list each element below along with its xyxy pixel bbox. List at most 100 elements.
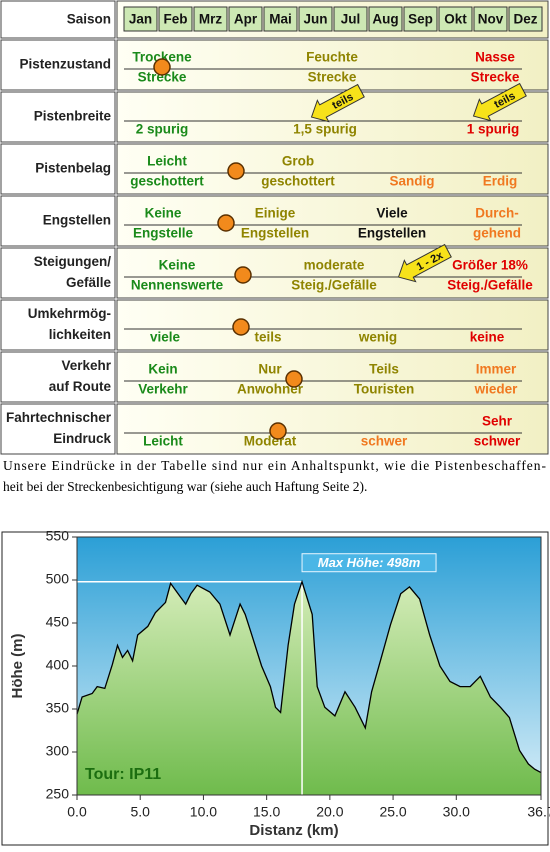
row-label: Eindruck	[53, 431, 111, 446]
option: Steig./Gefälle	[291, 278, 377, 293]
option: 1 spurig	[467, 122, 520, 137]
header-cell	[0, 0, 116, 39]
note-line: heit bei der Streckenbesichtigung war (s…	[3, 479, 367, 494]
option: wenig	[358, 330, 397, 345]
x-tick-label: 5.0	[130, 804, 150, 820]
month-box	[158, 6, 193, 32]
option: Strecke	[308, 70, 357, 85]
option: Teils	[369, 362, 399, 377]
month-box	[123, 6, 158, 32]
option: 2 spurig	[136, 122, 189, 137]
value-cell	[116, 351, 549, 403]
option: keine	[470, 330, 505, 345]
header-label: Saison	[67, 12, 111, 27]
rating-dot	[269, 422, 287, 440]
area-fill	[77, 581, 541, 795]
option: Strecke	[138, 70, 187, 85]
label-cell	[0, 299, 116, 351]
option: Engstellen	[358, 226, 426, 241]
month: Aug	[372, 12, 398, 27]
month: Feb	[163, 12, 187, 27]
row-label: Gefälle	[66, 275, 112, 290]
x-tick-label: 30.0	[443, 804, 470, 820]
x-tick-label: 36.7	[527, 804, 550, 820]
month-box	[228, 6, 263, 32]
y-tick-label: 350	[46, 700, 70, 716]
x-tick-label: 10.0	[190, 804, 217, 820]
month: Jul	[341, 12, 361, 27]
label-cell	[0, 39, 116, 91]
option: Erdig	[483, 174, 518, 189]
option: Strecke	[471, 70, 520, 85]
option: geschottert	[130, 174, 204, 189]
row-label: Verkehr	[61, 358, 111, 373]
label-cell	[0, 143, 116, 195]
option: schwer	[474, 434, 521, 449]
month-box	[333, 6, 368, 32]
value-cell	[116, 195, 549, 247]
month: Jan	[129, 12, 152, 27]
option: Kein	[148, 362, 177, 377]
month-box	[298, 6, 333, 32]
option: geschottert	[261, 174, 335, 189]
max-label: Max Höhe: 498m	[318, 555, 421, 570]
option: Einige	[255, 206, 296, 221]
tour-label: Tour: IP11	[85, 766, 161, 783]
month: Dez	[513, 12, 537, 27]
row-label: lichkeiten	[49, 327, 111, 342]
option: Verkehr	[138, 382, 188, 397]
note-line: Unsere Eindrücke in der Tabelle sind nur…	[3, 458, 546, 473]
option: Sehr	[482, 414, 513, 429]
option: Moderat	[244, 434, 297, 449]
month: Mrz	[199, 12, 222, 27]
label-cell	[0, 403, 116, 455]
rating-dot	[227, 162, 245, 180]
option: 1,5 spurig	[293, 122, 357, 137]
profile-line	[76, 579, 542, 774]
month: Apr	[234, 12, 258, 27]
option: Engstellen	[241, 226, 309, 241]
month-box	[508, 6, 543, 32]
arrow-shape	[310, 83, 365, 123]
label-cell	[0, 195, 116, 247]
option: Nennenswerte	[131, 278, 224, 293]
option: Immer	[476, 362, 517, 377]
option: gehend	[473, 226, 521, 241]
option: Grob	[282, 154, 314, 169]
option: moderate	[304, 258, 365, 273]
month-box	[368, 6, 403, 32]
option: Steig./Gefälle	[447, 278, 533, 293]
month: Nov	[478, 12, 504, 27]
y-tick-label: 550	[46, 528, 70, 544]
x-tick-label: 15.0	[253, 804, 280, 820]
month: Mai	[269, 12, 292, 27]
row-label: auf Route	[49, 379, 112, 394]
option: Nasse	[475, 50, 515, 65]
y-tick-label: 250	[46, 786, 70, 802]
row-label: Fahrtechnischer	[6, 410, 112, 425]
x-axis-label: Distanz (km)	[249, 822, 338, 839]
y-tick-label: 450	[46, 614, 70, 630]
value-cell	[116, 299, 549, 351]
option: Sandig	[389, 174, 434, 189]
row-label: Steigungen/	[34, 254, 111, 269]
option: Durch-	[475, 206, 519, 221]
month-box	[403, 6, 438, 32]
rating-dot	[153, 58, 171, 76]
option: schwer	[361, 434, 408, 449]
label-cell	[0, 351, 116, 403]
max-box	[301, 553, 437, 573]
row-label: Pistenbreite	[34, 109, 112, 124]
month: Okt	[444, 12, 467, 27]
option: Touristen	[354, 382, 415, 397]
value-cell	[116, 39, 549, 91]
month-box	[473, 6, 508, 32]
option: Keine	[145, 206, 182, 221]
row-label: Engstellen	[43, 213, 111, 228]
y-tick-label: 400	[46, 657, 70, 673]
rating-dot	[234, 266, 252, 284]
row-label: Pistenzustand	[19, 57, 111, 72]
x-tick-label: 25.0	[379, 804, 406, 820]
